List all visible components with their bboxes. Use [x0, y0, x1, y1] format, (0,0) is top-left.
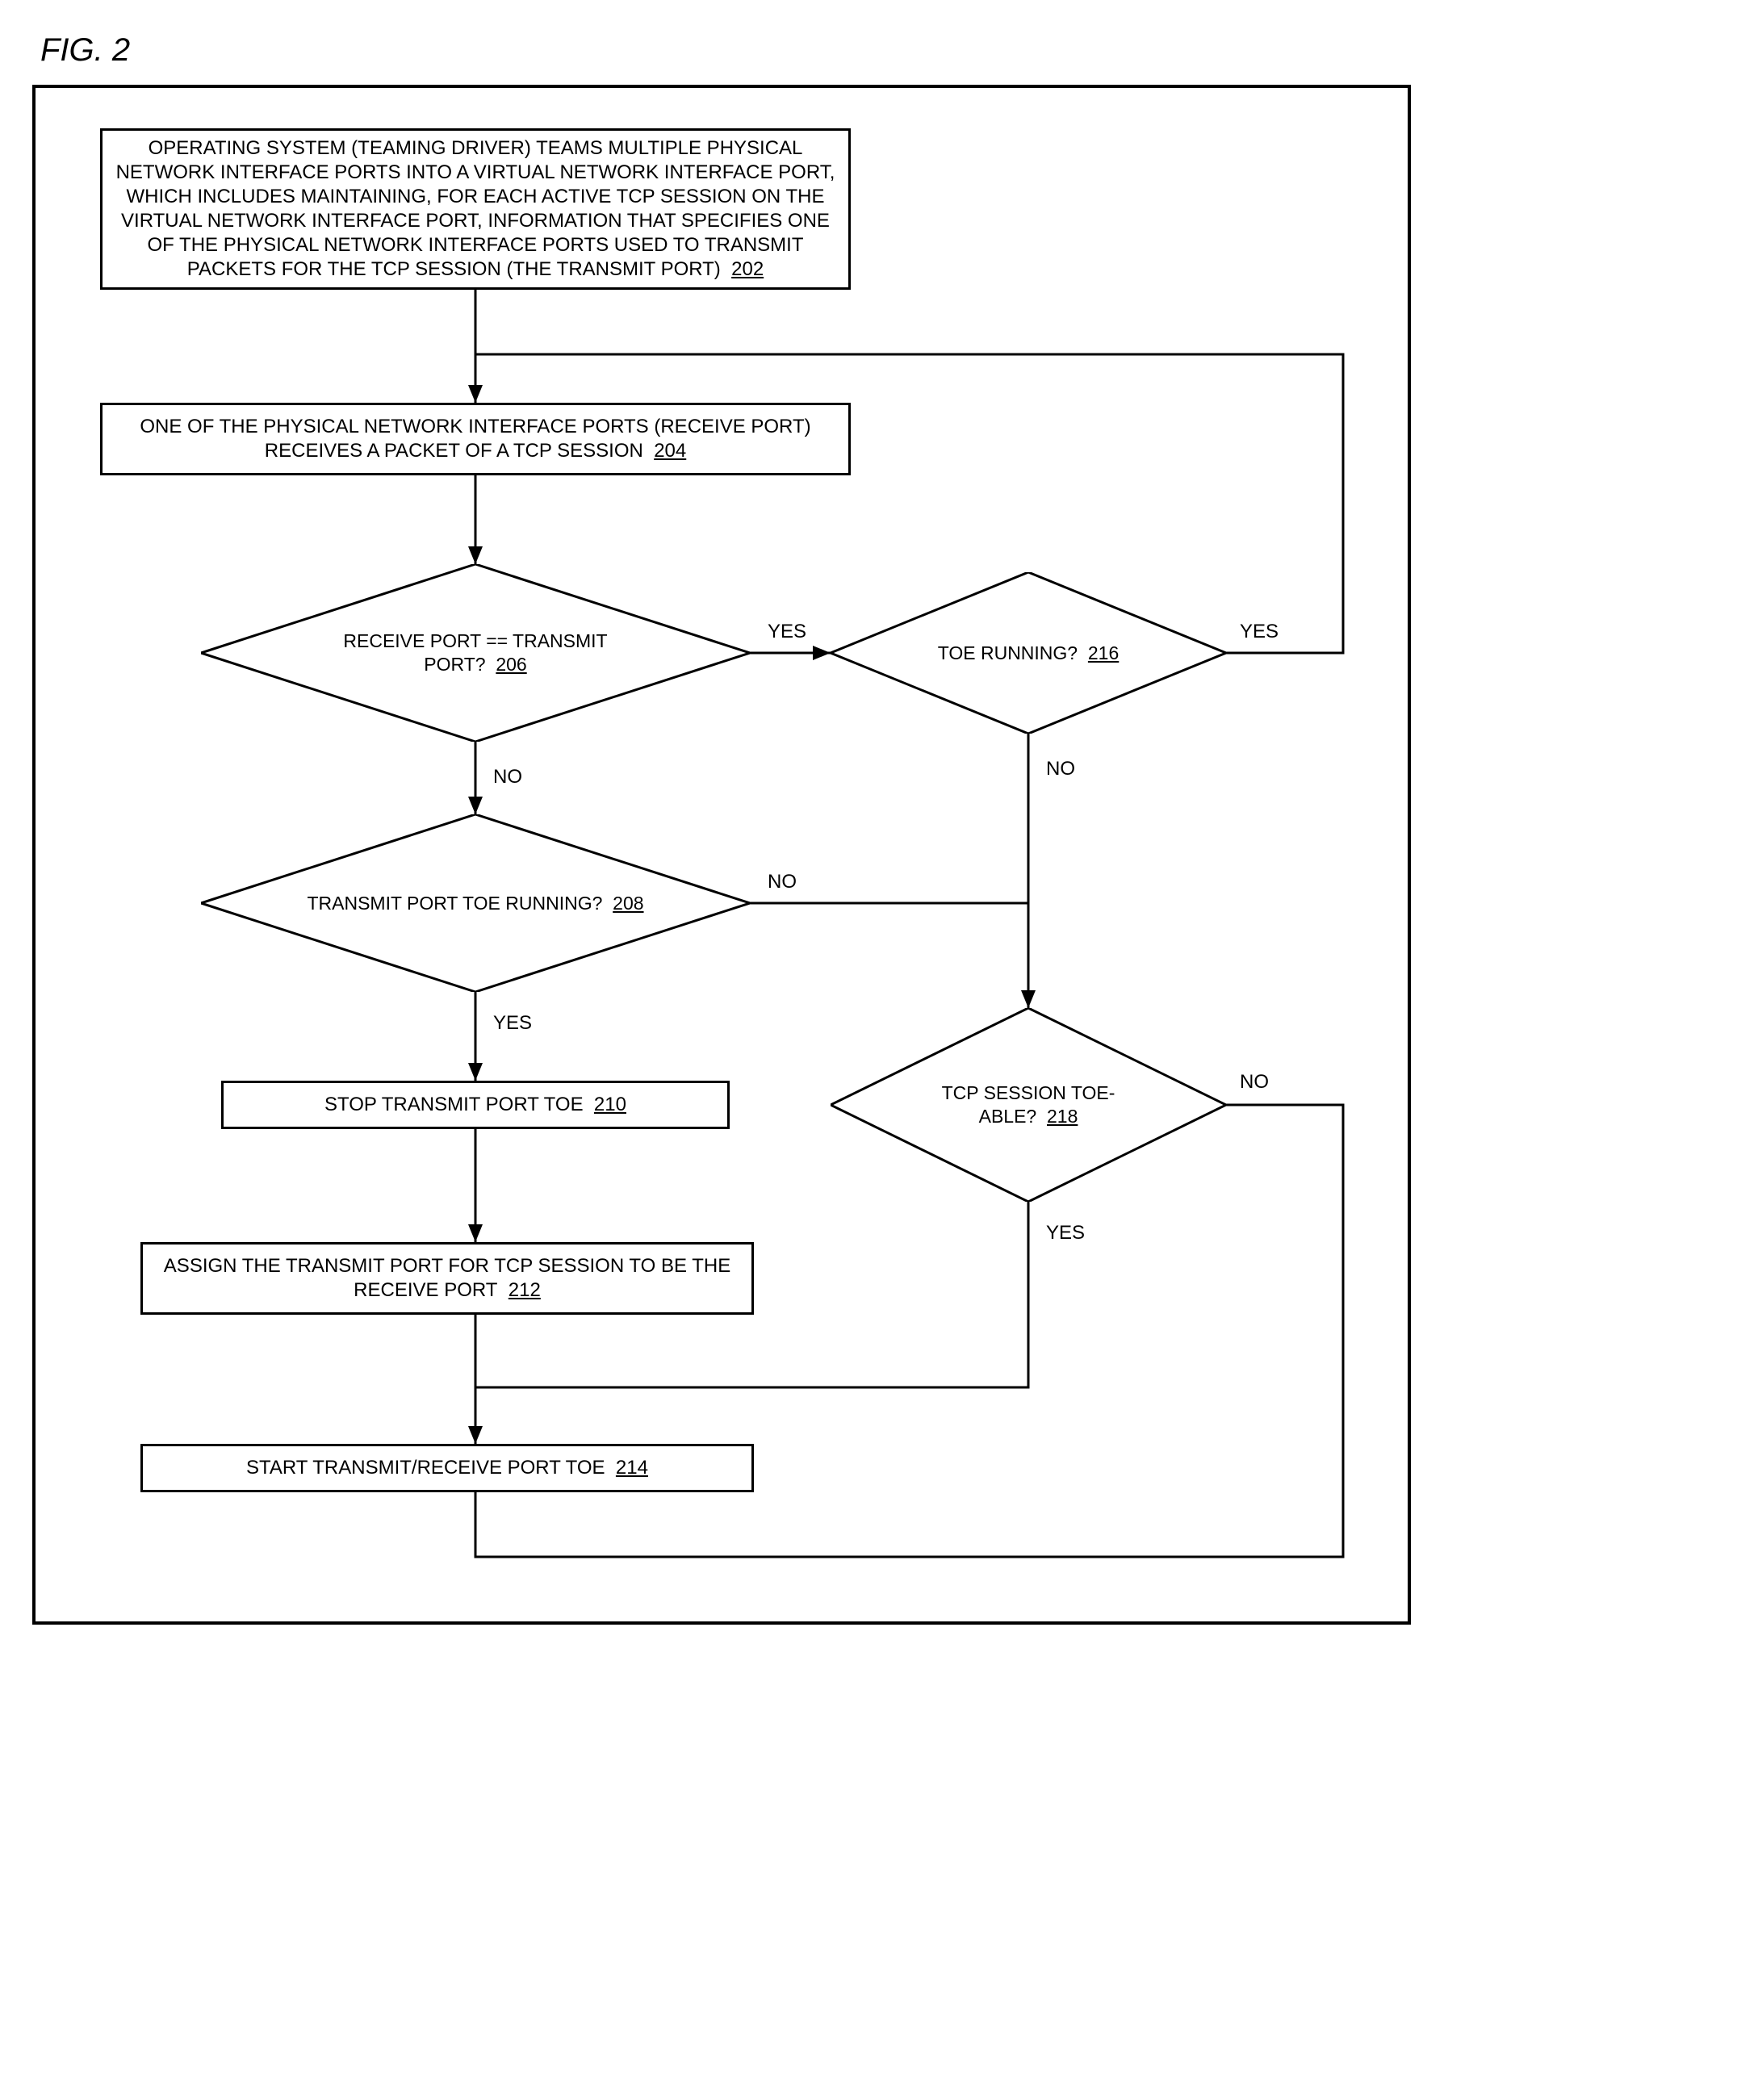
figure-title: FIG. 2 [32, 32, 1730, 69]
decision-diamond-216 [831, 572, 1226, 734]
flowchart-canvas: OPERATING SYSTEM (TEAMING DRIVER) TEAMS … [32, 85, 1411, 1625]
edge-label-yes: YES [1238, 621, 1280, 643]
decision-diamond-218 [831, 1008, 1226, 1202]
process-text: ASSIGN THE TRANSMIT PORT FOR TCP SESSION… [154, 1254, 740, 1303]
edge-label-no: NO [492, 766, 524, 789]
decision-diamond-206 [201, 564, 750, 742]
process-text: OPERATING SYSTEM (TEAMING DRIVER) TEAMS … [114, 136, 837, 282]
edge-label-yes: YES [766, 621, 808, 643]
decision-diamond-208 [201, 814, 750, 992]
process-text: ONE OF THE PHYSICAL NETWORK INTERFACE PO… [114, 415, 837, 463]
process-box-202: OPERATING SYSTEM (TEAMING DRIVER) TEAMS … [100, 128, 851, 290]
edge-label-yes: YES [1044, 1222, 1086, 1245]
process-text: STOP TRANSMIT PORT TOE 210 [324, 1093, 626, 1117]
edge-label-no: NO [1044, 758, 1077, 780]
edge-label-no: NO [1238, 1071, 1270, 1094]
edge-label-yes: YES [492, 1012, 534, 1035]
process-box-214: START TRANSMIT/RECEIVE PORT TOE 214 [140, 1444, 754, 1492]
process-box-210: STOP TRANSMIT PORT TOE 210 [221, 1081, 730, 1129]
process-text: START TRANSMIT/RECEIVE PORT TOE 214 [246, 1456, 648, 1480]
process-box-212: ASSIGN THE TRANSMIT PORT FOR TCP SESSION… [140, 1242, 754, 1315]
process-box-204: ONE OF THE PHYSICAL NETWORK INTERFACE PO… [100, 403, 851, 475]
edge-label-no: NO [766, 871, 798, 893]
